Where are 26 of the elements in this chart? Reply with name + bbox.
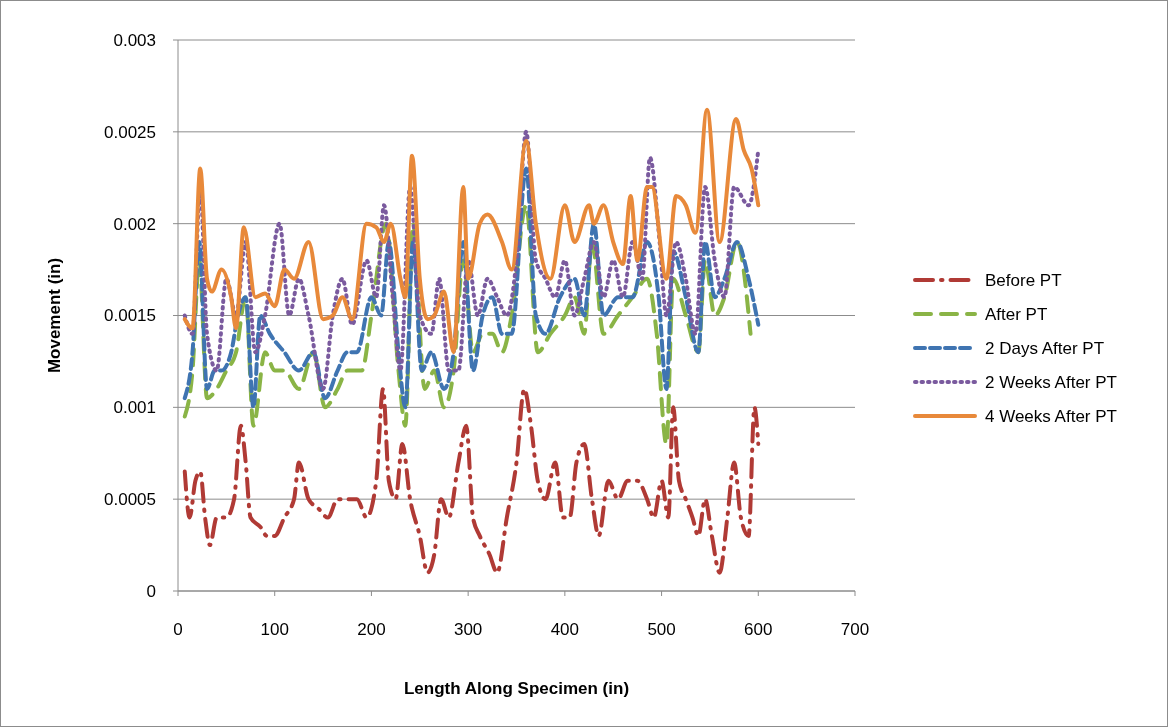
x-tick-label: 300 <box>453 620 483 639</box>
y-tick-label: 0.0015 <box>104 306 156 326</box>
line-series <box>182 386 761 575</box>
x-tick-label: 0 <box>173 620 183 639</box>
legend-label: 2 Weeks After PT <box>985 372 1117 392</box>
legend-label: 4 Weeks After PT <box>985 406 1117 426</box>
y-axis-title: Movement (in) <box>45 257 64 374</box>
x-tick-label: 700 <box>840 620 870 639</box>
x-tick-label: 600 <box>744 620 773 639</box>
legend-label: Before PT <box>985 270 1062 290</box>
y-tick-label: 0.001 <box>113 398 156 418</box>
x-tick-label: 200 <box>357 620 386 639</box>
y-tick-label: 0.002 <box>113 214 156 234</box>
y-tick-label: 0 <box>146 581 156 601</box>
y-tick-label: 0.003 <box>113 30 156 50</box>
y-tick-label: 0.0025 <box>104 122 156 142</box>
line-series <box>182 166 761 410</box>
x-tick-label: 500 <box>647 620 676 639</box>
legend-label: 2 Days After PT <box>985 338 1105 358</box>
x-axis-title: Length Along Specimen (in) <box>403 679 630 698</box>
legend-label: After PT <box>985 304 1048 324</box>
y-tick-label: 0.0005 <box>104 490 156 510</box>
x-tick-label: 100 <box>260 620 289 639</box>
line-series <box>182 107 761 355</box>
x-tick-label: 400 <box>550 620 580 639</box>
line-series <box>182 129 761 391</box>
